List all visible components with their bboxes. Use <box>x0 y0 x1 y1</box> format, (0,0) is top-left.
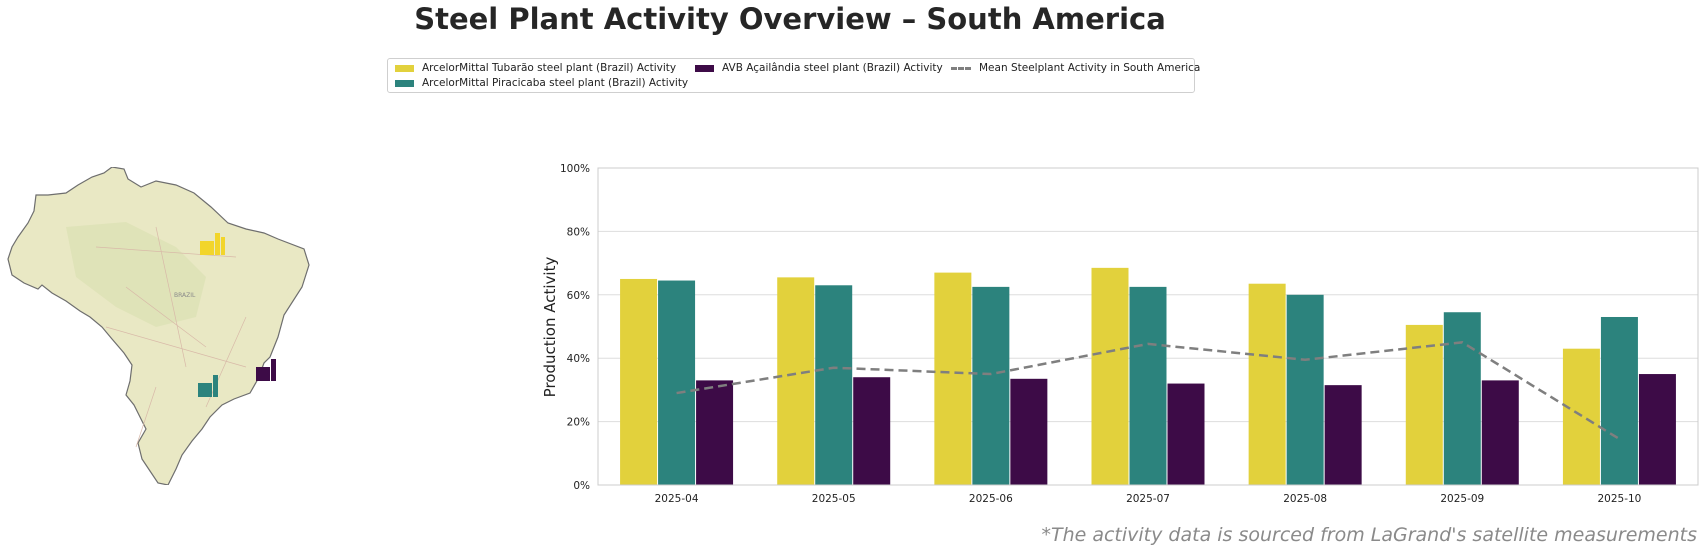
x-tick-label: 2025-04 <box>655 493 699 505</box>
factory-icon-teal <box>198 375 218 397</box>
x-tick-labels: 2025-04 2025-05 2025-06 2025-07 2025-08 2025-… <box>655 493 1642 505</box>
y-tick-labels: 0% 20% 40% 60% 80% 100% <box>560 163 590 492</box>
bar-tubarao-2025-06 <box>934 272 972 485</box>
legend-item-acailandia: AVB Açailândia steel plant (Brazil) Acti… <box>695 62 943 74</box>
footnote: *The activity data is sourced from LaGra… <box>1041 524 1697 546</box>
y-axis-label: Production Activity <box>541 257 559 398</box>
factory-icon-purple <box>256 359 276 381</box>
legend-item-piracicaba: ArcelorMittal Piracicaba steel plant (Br… <box>395 77 688 89</box>
bar-tubarao-2025-08 <box>1248 283 1286 485</box>
bar-acailandia-2025-05 <box>853 377 891 485</box>
bar-piracicaba-2025-05 <box>815 285 853 485</box>
y-tick-label: 80% <box>567 226 590 238</box>
chart-title: Steel Plant Activity Overview – South Am… <box>414 2 1166 36</box>
bar-piracicaba-2025-08 <box>1286 294 1324 485</box>
y-tick-label: 60% <box>567 290 590 302</box>
x-tick-label: 2025-09 <box>1440 493 1484 505</box>
x-tick-label: 2025-06 <box>969 493 1013 505</box>
bar-acailandia-2025-10 <box>1638 374 1676 485</box>
legend-swatch-mean <box>951 66 971 70</box>
bar-piracicaba-2025-07 <box>1129 286 1167 485</box>
legend-item-mean: Mean Steelplant Activity in South Americ… <box>951 62 1200 74</box>
brazil-map: BRAZIL <box>7 167 310 485</box>
legend-label-mean: Mean Steelplant Activity in South Americ… <box>979 62 1201 74</box>
bar-piracicaba-2025-06 <box>972 286 1010 485</box>
legend-swatch-acailandia <box>695 64 714 72</box>
map-country-label: BRAZIL <box>174 292 196 299</box>
bar-tubarao-2025-10 <box>1562 348 1600 485</box>
y-tick-label: 100% <box>560 163 590 175</box>
x-tick-label: 2025-07 <box>1126 493 1170 505</box>
y-tick-label: 20% <box>567 417 590 429</box>
legend-swatch-tubarao <box>395 64 414 72</box>
bar-piracicaba-2025-09 <box>1443 312 1481 485</box>
plot-frame <box>597 167 1699 486</box>
legend-label-piracicaba: ArcelorMittal Piracicaba steel plant (Br… <box>422 77 689 89</box>
bar-tubarao-2025-07 <box>1091 267 1129 485</box>
bar-piracicaba-2025-10 <box>1600 316 1638 485</box>
legend: ArcelorMittal Tubarão steel plant (Brazi… <box>387 58 1200 93</box>
bar-piracicaba-2025-04 <box>658 280 696 485</box>
x-tick-label: 2025-05 <box>812 493 856 505</box>
map-roads <box>95 226 247 448</box>
map-shading <box>66 222 206 327</box>
bars-group <box>620 267 1676 485</box>
factory-icon-yellow <box>200 233 225 255</box>
legend-item-tubarao: ArcelorMittal Tubarão steel plant (Brazi… <box>395 62 676 74</box>
bar-tubarao-2025-05 <box>777 277 815 485</box>
legend-label-tubarao: ArcelorMittal Tubarão steel plant (Brazi… <box>422 62 677 74</box>
mean-line-group <box>676 341 1621 441</box>
y-tick-label: 0% <box>573 480 590 492</box>
bar-acailandia-2025-06 <box>1010 378 1048 485</box>
bar-acailandia-2025-07 <box>1167 383 1205 485</box>
y-tick-label: 40% <box>567 353 590 365</box>
bar-acailandia-2025-09 <box>1481 380 1519 485</box>
bar-acailandia-2025-08 <box>1324 385 1362 485</box>
bar-acailandia-2025-04 <box>696 380 734 485</box>
legend-label-acailandia: AVB Açailândia steel plant (Brazil) Acti… <box>722 62 943 74</box>
bar-tubarao-2025-04 <box>620 278 658 485</box>
bar-tubarao-2025-09 <box>1405 324 1443 485</box>
x-tick-label: 2025-08 <box>1283 493 1327 505</box>
legend-swatch-piracicaba <box>395 79 414 87</box>
x-tick-label: 2025-10 <box>1597 493 1641 505</box>
mean-activity-line <box>676 341 1621 441</box>
